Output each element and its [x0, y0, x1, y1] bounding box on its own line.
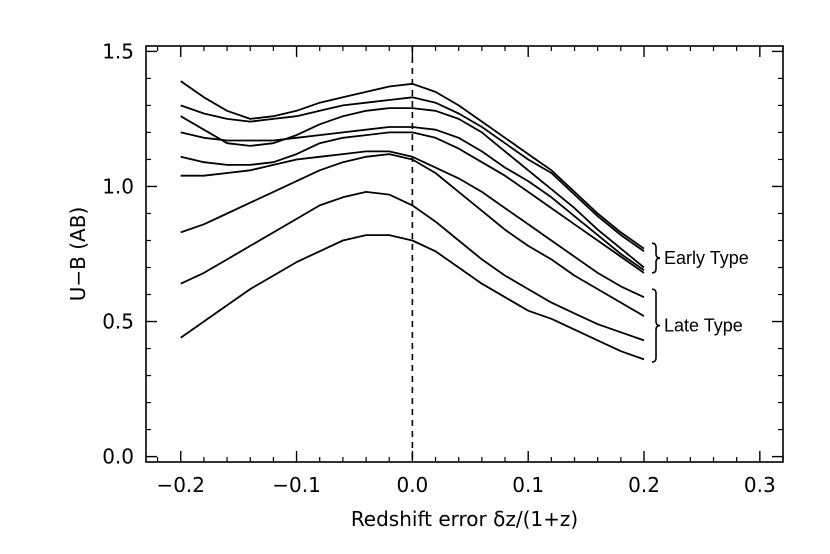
- x-tick-label: 0.0: [396, 473, 428, 497]
- y-tick-label: 1.0: [102, 174, 134, 198]
- x-tick-label: 0.3: [744, 473, 776, 497]
- x-tick-label: −0.2: [156, 473, 205, 497]
- annotation-label-2: Late Type: [664, 316, 743, 336]
- plot-frame: [145, 45, 784, 463]
- annotation-brace-2: [651, 288, 661, 363]
- x-tick-label: −0.1: [272, 473, 321, 497]
- x-tick-label: 0.1: [512, 473, 544, 497]
- y-tick-label: 0.0: [102, 445, 134, 469]
- annotation-label-1: Early Type: [664, 248, 749, 268]
- series-line-5: [180, 131, 645, 274]
- y-tick-label: 1.5: [102, 39, 134, 63]
- annotation-brace-1: [651, 242, 661, 274]
- y-axis-label: U−B (AB): [66, 207, 90, 301]
- y-tick-label: 0.5: [102, 310, 134, 334]
- x-tick-label: 0.2: [628, 473, 660, 497]
- series-line-2: [180, 96, 645, 253]
- x-axis-label: Redshift error δz/(1+z): [351, 507, 578, 531]
- series-line-9: [180, 234, 645, 361]
- series-line-3: [180, 107, 645, 269]
